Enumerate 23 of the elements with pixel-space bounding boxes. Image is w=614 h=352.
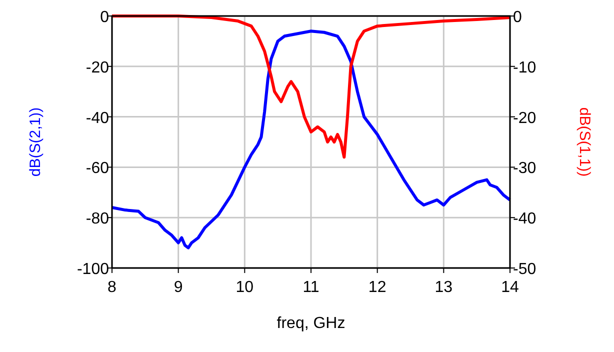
y2-tick-label: -10 — [513, 59, 536, 76]
y-tick-label: -100 — [76, 261, 110, 278]
x-tick-label: 8 — [108, 279, 117, 296]
x-axis-title: freq, GHz — [276, 315, 346, 332]
y-tick-label: -80 — [86, 210, 110, 228]
x-tick-label: 13 — [434, 279, 453, 296]
y2-tick-label: -20 — [513, 110, 536, 127]
y-tick-label: 0 — [100, 9, 110, 26]
y-tick-label: -60 — [86, 160, 110, 178]
x-tick-label: 12 — [368, 279, 386, 296]
y2-tick-label: 0 — [513, 9, 522, 26]
y-axis-title: dB(S(2,1)) — [27, 107, 44, 177]
x-tick-label: 10 — [236, 279, 254, 296]
y-tick-label: -40 — [86, 110, 110, 127]
x-tick-label: 9 — [174, 279, 183, 296]
y2-tick-label: -50 — [513, 261, 536, 278]
y2-tick-label: -30 — [513, 160, 536, 178]
x-tick-label: 11 — [302, 279, 320, 296]
line-series — [110, 30, 512, 250]
y2-tick-label: -40 — [513, 210, 536, 228]
y-tick-label: -20 — [86, 59, 110, 76]
x-tick-label: 14 — [501, 279, 519, 296]
y2-axis-title: dB(S(1,1)) — [576, 107, 593, 177]
